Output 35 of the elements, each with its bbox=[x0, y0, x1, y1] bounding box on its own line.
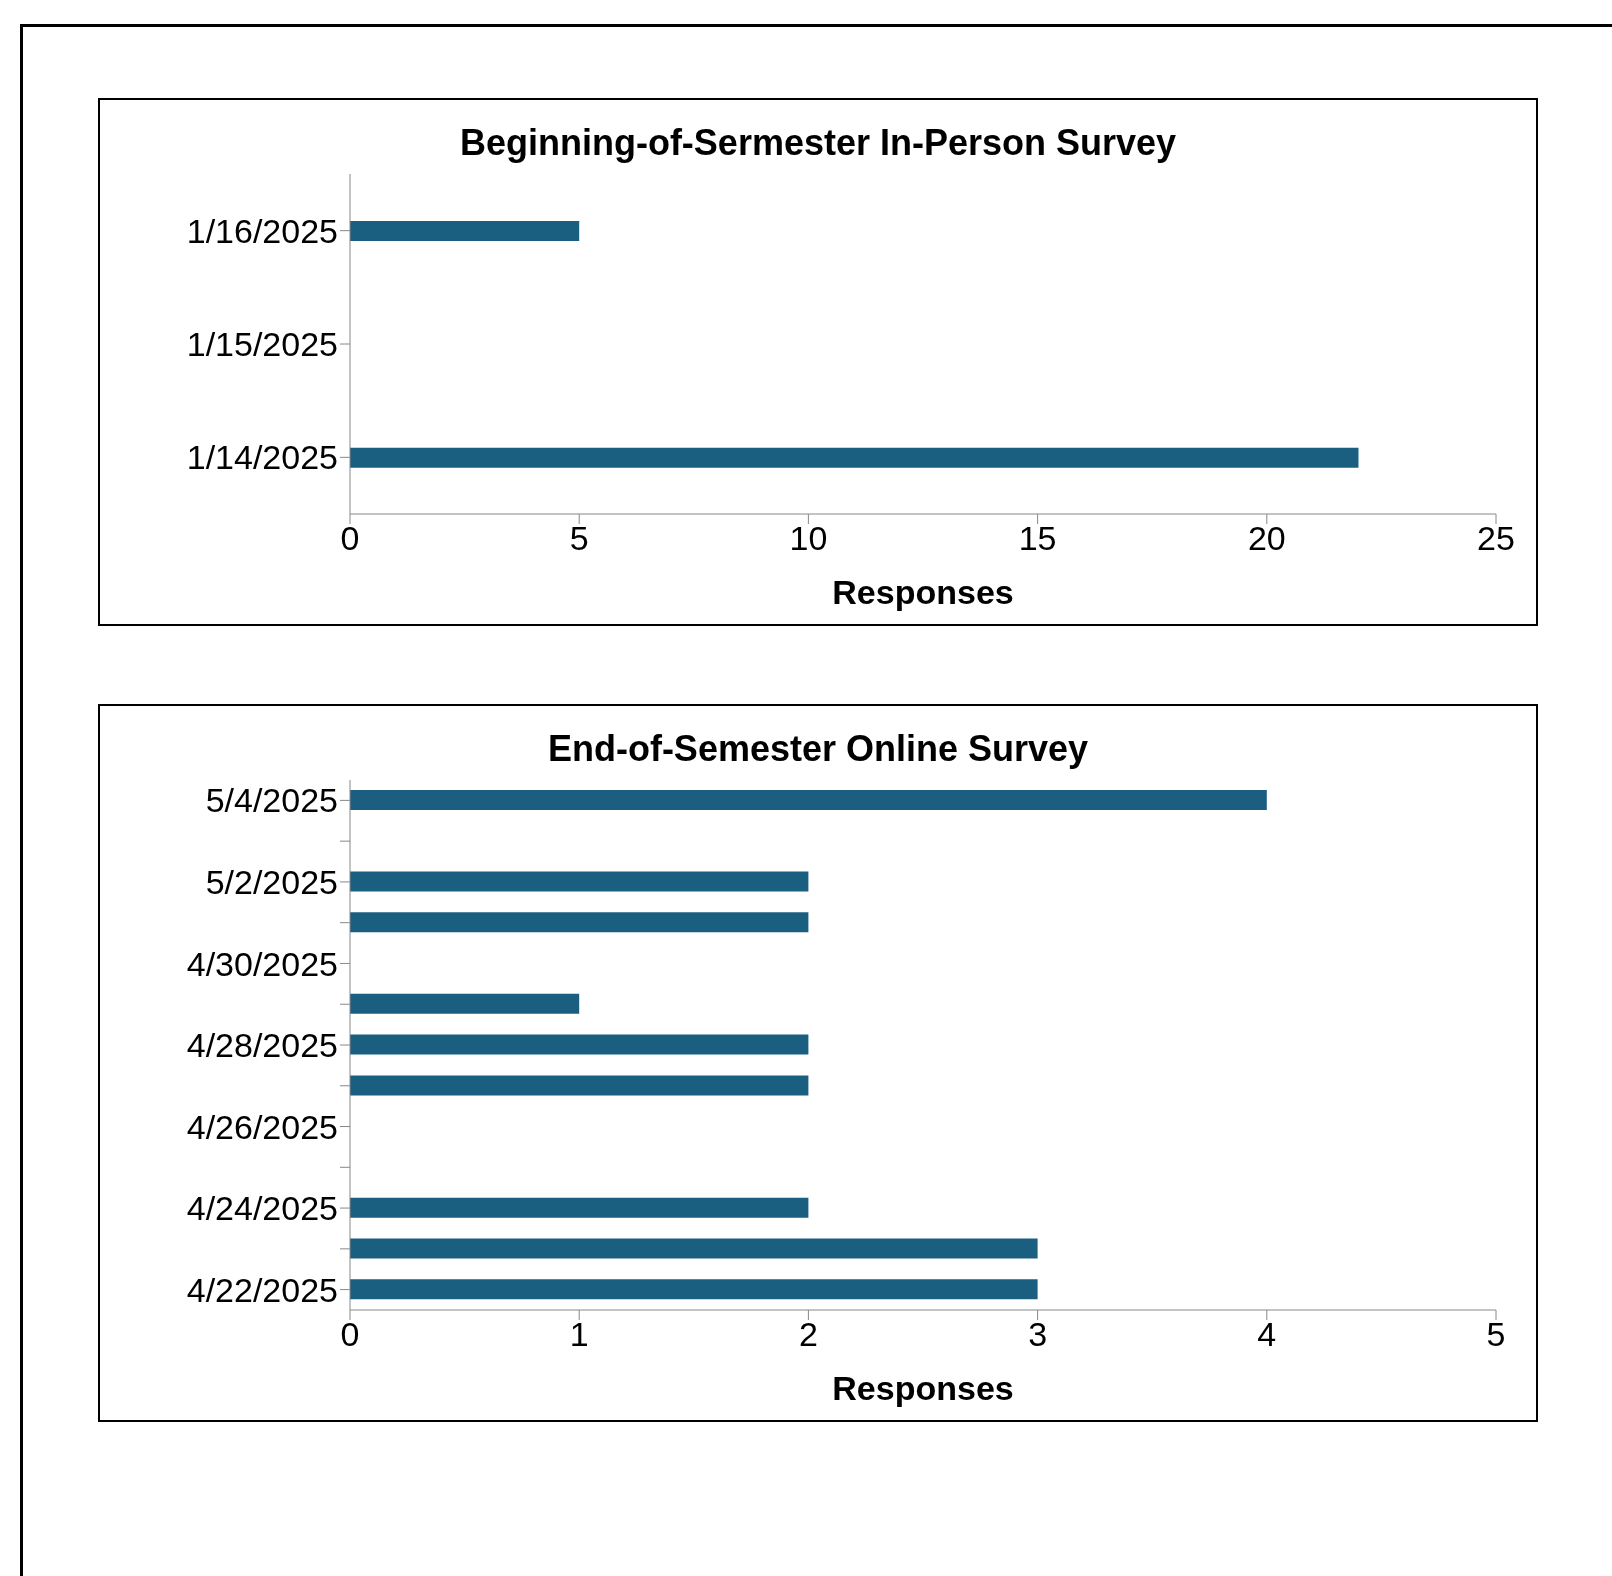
x-tick-label: 1 bbox=[569, 1315, 589, 1354]
x-tick-label: 3 bbox=[1028, 1315, 1048, 1354]
x-tick-label: 0 bbox=[340, 519, 360, 558]
bar bbox=[350, 1034, 809, 1055]
bar bbox=[350, 993, 580, 1014]
x-tick-label: 5 bbox=[1486, 1315, 1506, 1354]
y-tick-label: 4/28/2025 bbox=[186, 1026, 338, 1065]
y-tick-label: 1/15/2025 bbox=[186, 325, 338, 364]
x-tick-label: 25 bbox=[1477, 519, 1515, 558]
bar bbox=[350, 1197, 809, 1218]
x-tick-label: 15 bbox=[1018, 519, 1057, 558]
bar bbox=[350, 1075, 809, 1096]
bar bbox=[350, 912, 809, 933]
y-tick-label: 4/30/2025 bbox=[186, 944, 338, 983]
y-tick-label: 4/22/2025 bbox=[186, 1270, 338, 1309]
x-tick-label: 5 bbox=[569, 519, 589, 558]
y-tick-label: 5/2/2025 bbox=[205, 862, 338, 901]
x-axis-title: Responses bbox=[832, 1369, 1014, 1407]
chart-title: Beginning-of-Sermester In-Person Survey bbox=[458, 122, 1178, 164]
y-tick-label: 4/26/2025 bbox=[186, 1107, 338, 1146]
bar bbox=[350, 790, 1267, 810]
bar bbox=[350, 1238, 1038, 1259]
x-tick-label: 20 bbox=[1247, 519, 1286, 558]
y-tick-label: 4/24/2025 bbox=[186, 1189, 338, 1228]
x-tick-label: 10 bbox=[789, 519, 828, 558]
y-tick-label: 1/14/2025 bbox=[186, 438, 338, 477]
bar bbox=[350, 871, 809, 892]
x-tick-label: 0 bbox=[340, 1315, 360, 1354]
y-tick-label: 5/4/2025 bbox=[205, 781, 338, 820]
x-tick-label: 4 bbox=[1257, 1315, 1277, 1354]
chart-title: End-of-Semester Online Survey bbox=[546, 728, 1090, 770]
x-tick-label: 2 bbox=[798, 1315, 818, 1354]
bar bbox=[350, 1279, 1038, 1300]
x-axis-title: Responses bbox=[832, 573, 1014, 611]
y-tick-label: 1/16/2025 bbox=[186, 211, 338, 250]
